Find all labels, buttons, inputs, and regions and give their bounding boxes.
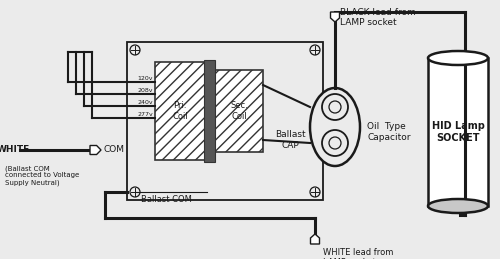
- Bar: [155, 62, 205, 160]
- Text: 240v: 240v: [138, 100, 153, 105]
- Text: BLACK lead from
LAMP socket: BLACK lead from LAMP socket: [340, 8, 416, 27]
- Ellipse shape: [310, 88, 360, 166]
- Text: Ballast COM: Ballast COM: [141, 195, 192, 204]
- Text: COM: COM: [103, 146, 124, 155]
- Bar: [204, 60, 215, 162]
- Text: WHITE: WHITE: [0, 146, 30, 155]
- Text: 277v: 277v: [137, 112, 153, 117]
- Text: Sec.
Coil: Sec. Coil: [230, 101, 248, 121]
- Text: WHITE lead from
LAMP socket: WHITE lead from LAMP socket: [323, 248, 394, 259]
- Text: Pri.
Coil: Pri. Coil: [172, 101, 188, 121]
- Polygon shape: [310, 234, 320, 244]
- Polygon shape: [90, 146, 101, 155]
- Text: 208v: 208v: [138, 88, 153, 93]
- Polygon shape: [330, 12, 340, 22]
- Bar: [428, 58, 488, 206]
- Bar: [215, 70, 263, 152]
- Ellipse shape: [428, 199, 488, 213]
- Text: Ballast
CAP: Ballast CAP: [274, 130, 306, 150]
- Bar: [127, 42, 323, 200]
- Text: 120v: 120v: [138, 76, 153, 81]
- Ellipse shape: [428, 51, 488, 65]
- Text: (Ballast COM
connected to Voltage
Supply Neutral): (Ballast COM connected to Voltage Supply…: [5, 165, 79, 186]
- Text: Oil  Type
Capacitor: Oil Type Capacitor: [367, 122, 410, 142]
- Text: HID Lamp
SOCKET: HID Lamp SOCKET: [432, 121, 484, 143]
